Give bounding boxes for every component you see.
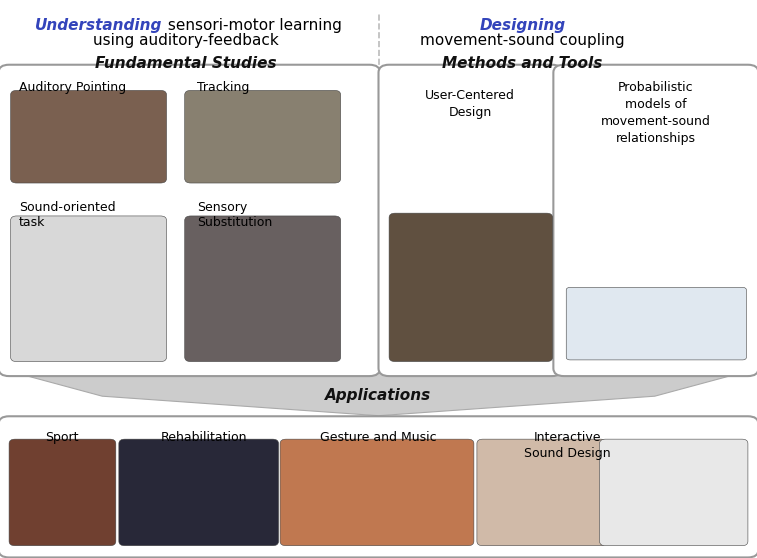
FancyBboxPatch shape: [389, 213, 553, 362]
Text: Gesture and Music: Gesture and Music: [320, 431, 437, 444]
FancyBboxPatch shape: [378, 65, 562, 376]
Text: Interactive
Sound Design: Interactive Sound Design: [525, 431, 611, 460]
Text: Sensory
Substitution: Sensory Substitution: [197, 201, 272, 229]
Text: Auditory Pointing: Auditory Pointing: [19, 81, 126, 94]
FancyBboxPatch shape: [119, 439, 279, 546]
FancyBboxPatch shape: [566, 287, 746, 360]
Text: using auditory-feedback: using auditory-feedback: [92, 33, 279, 49]
Text: Sport: Sport: [45, 431, 79, 444]
FancyBboxPatch shape: [0, 65, 380, 376]
Text: Understanding: Understanding: [36, 18, 163, 33]
FancyBboxPatch shape: [477, 439, 606, 546]
Text: Designing: Designing: [479, 18, 565, 33]
Text: Rehabilitation: Rehabilitation: [161, 431, 248, 444]
Text: Fundamental Studies: Fundamental Studies: [95, 56, 276, 71]
Text: sensori-motor learning: sensori-motor learning: [163, 18, 341, 33]
FancyBboxPatch shape: [185, 216, 341, 362]
Text: Probabilistic
models of
movement-sound
relationships: Probabilistic models of movement-sound r…: [600, 81, 711, 145]
FancyBboxPatch shape: [0, 416, 757, 557]
Text: Applications: Applications: [326, 388, 431, 403]
FancyBboxPatch shape: [11, 216, 167, 362]
FancyBboxPatch shape: [185, 90, 341, 183]
Polygon shape: [9, 371, 748, 416]
Text: Tracking: Tracking: [197, 81, 249, 94]
FancyBboxPatch shape: [600, 439, 748, 546]
Text: Sound-oriented
task: Sound-oriented task: [19, 201, 116, 229]
FancyBboxPatch shape: [553, 65, 757, 376]
Text: Methods and Tools: Methods and Tools: [442, 56, 603, 71]
Text: User-Centered
Design: User-Centered Design: [425, 89, 515, 119]
FancyBboxPatch shape: [11, 90, 167, 183]
Text: movement-sound coupling: movement-sound coupling: [420, 33, 625, 49]
FancyBboxPatch shape: [9, 439, 116, 546]
FancyBboxPatch shape: [280, 439, 474, 546]
